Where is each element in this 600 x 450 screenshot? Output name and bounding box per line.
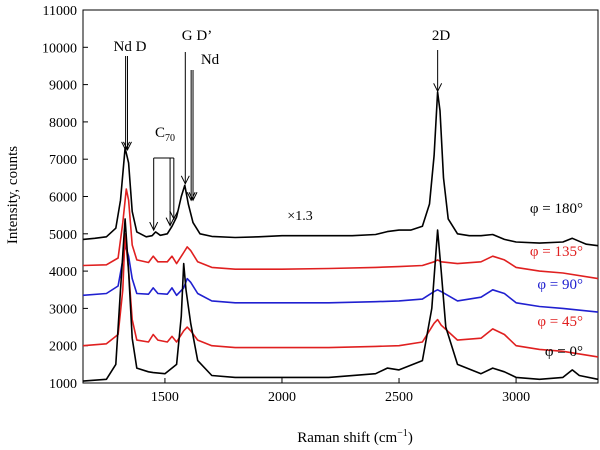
x-tick-label: 1500 [151,390,179,405]
annotation-arrow-head [188,192,198,202]
annotation-arrow-head [165,217,175,227]
y-axis-label: Intensity, counts [5,146,21,244]
y-tick-label: 8000 [49,116,77,131]
plot-frame [82,9,599,384]
y-tick-label: 6000 [49,191,77,206]
y-tick-label: 11000 [43,4,77,19]
annotation-c70-base: C [155,125,165,141]
y-tick-label: 10000 [42,41,77,56]
annotation-2d: 2D [432,28,451,44]
x-axis-label: Raman shift (cm−1) [297,428,413,446]
y-tick-label: 1000 [49,377,77,392]
y-tick-label: 4000 [49,265,77,280]
y-tick-label: 5000 [49,228,77,243]
x-axis-label-superscript: −1 [397,428,408,439]
annotation-c70-subscript: 70 [165,133,175,144]
series-label-2: φ = 135° [530,244,583,260]
annotation-arrow-head [123,141,132,151]
x-tick-label: 2500 [385,390,413,405]
series-line-1 [82,91,599,247]
annotation-arrow-head [169,210,179,220]
series-labels: φ = 180° φ = 135° φ = 90° φ = 45° φ = 0° [530,201,583,360]
y-tick-label: 2000 [49,340,77,355]
series-line-5 [82,218,599,382]
annotation-arrow-head [433,83,443,93]
x-tick-label: 3000 [502,390,530,405]
annotation-c70: C70 [155,125,175,144]
x-axis-label-text: Raman shift (cm [297,430,397,446]
series-label-5: φ = 0° [545,344,583,360]
annotation-scale: ×1.3 [287,209,312,224]
series-label-4: φ = 45° [537,314,583,330]
annotation-layer: Nd D G D’ Nd C70 2D ×1.3 [114,28,451,232]
x-axis-label-end: ) [408,430,413,446]
y-tick-label: 3000 [49,302,77,317]
annotation-arrow-head [186,192,196,202]
series-line-4 [82,233,599,358]
series-layer [82,91,599,382]
annotation-arrow-head [121,141,131,151]
annotation-nd: Nd [201,52,220,68]
series-line-3 [82,244,599,313]
series-line-2 [82,188,599,280]
annotation-g-d: G D’ [182,28,212,44]
series-label-1: φ = 180° [530,201,583,217]
y-tick-label: 9000 [49,79,77,94]
annotation-arrow-head [149,221,159,232]
axes: 1000 2000 3000 4000 5000 6000 7000 8000 9000 1000… [42,4,599,405]
series-label-3: φ = 90° [537,277,583,293]
annotation-arrow-head [180,175,190,185]
y-tick-label: 7000 [49,153,77,168]
x-tick-label: 2000 [268,390,296,405]
annotation-nd-d: Nd D [114,39,147,55]
